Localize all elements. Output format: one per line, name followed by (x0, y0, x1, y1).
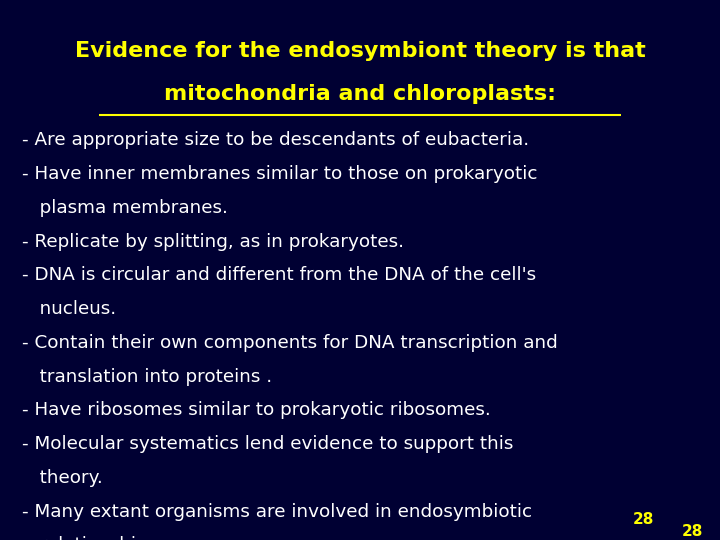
Text: mitochondria and chloroplasts:: mitochondria and chloroplasts: (164, 84, 556, 105)
Text: - Replicate by splitting, as in prokaryotes.: - Replicate by splitting, as in prokaryo… (22, 233, 404, 251)
Text: - Have inner membranes similar to those on prokaryotic: - Have inner membranes similar to those … (22, 165, 537, 183)
Text: - Have ribosomes similar to prokaryotic ribosomes.: - Have ribosomes similar to prokaryotic … (22, 401, 490, 420)
Text: - Are appropriate size to be descendants of eubacteria.: - Are appropriate size to be descendants… (22, 131, 528, 150)
Text: - Many extant organisms are involved in endosymbiotic: - Many extant organisms are involved in … (22, 503, 532, 521)
Text: Evidence for the endosymbiont theory is that: Evidence for the endosymbiont theory is … (75, 41, 645, 62)
Text: - Contain their own components for DNA transcription and: - Contain their own components for DNA t… (22, 334, 557, 352)
Text: - DNA is circular and different from the DNA of the cell's: - DNA is circular and different from the… (22, 266, 536, 285)
Text: plasma membranes.: plasma membranes. (22, 199, 228, 217)
Text: translation into proteins .: translation into proteins . (22, 368, 271, 386)
Text: 28: 28 (682, 524, 703, 539)
Text: 28: 28 (632, 512, 654, 527)
Text: nucleus.: nucleus. (22, 300, 116, 318)
Text: theory.: theory. (22, 469, 102, 487)
Text: - Molecular systematics lend evidence to support this: - Molecular systematics lend evidence to… (22, 435, 513, 453)
Text: relationships.: relationships. (22, 536, 163, 540)
